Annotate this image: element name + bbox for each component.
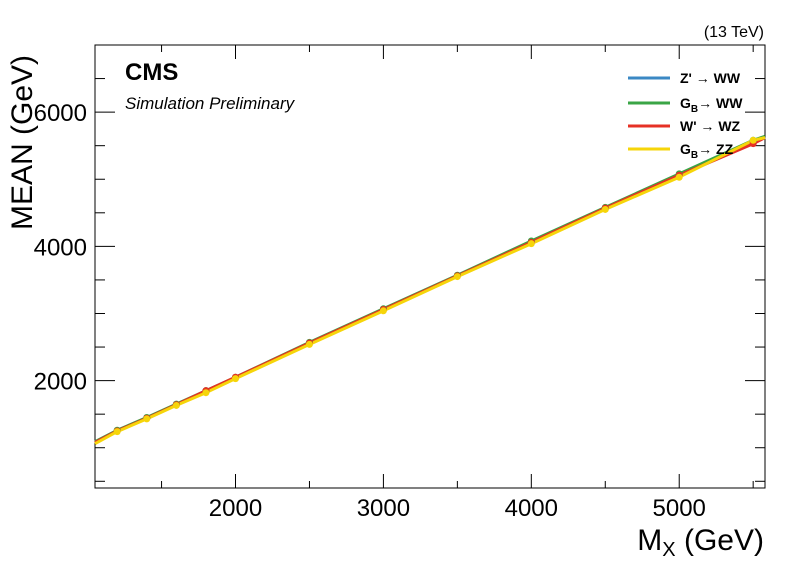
series-lines bbox=[94, 134, 766, 446]
series-points bbox=[113, 136, 757, 436]
legend-entry-2: W' → WZ bbox=[680, 118, 741, 134]
series-3-point bbox=[749, 136, 757, 144]
y-axis-title: MEAN (GeV) bbox=[6, 55, 39, 230]
series-3-point bbox=[202, 389, 210, 397]
y-tick-label: 6000 bbox=[34, 100, 87, 127]
x-tick-label: 4000 bbox=[505, 495, 558, 522]
axis-ticks bbox=[95, 44, 765, 488]
series-3-point bbox=[113, 428, 121, 436]
series-line-3 bbox=[94, 136, 766, 446]
x-axis-title-sub: X bbox=[662, 539, 675, 561]
x-axis-title-unit: (GeV) bbox=[676, 524, 764, 557]
series-3-point bbox=[601, 205, 609, 213]
legend-entry-0: Z' → WW bbox=[680, 70, 741, 86]
x-tick-label: 2000 bbox=[209, 495, 262, 522]
x-tick-label: 3000 bbox=[357, 495, 410, 522]
axis-tick-labels: 2000 3000 4000 5000 2000 4000 6000 bbox=[34, 100, 706, 522]
experiment-label: CMS bbox=[125, 59, 178, 86]
plot-frame bbox=[94, 44, 766, 489]
series-3-point bbox=[143, 415, 151, 423]
series-3-point bbox=[453, 273, 461, 281]
x-axis-title-main: M bbox=[637, 524, 662, 557]
energy-label: (13 TeV) bbox=[704, 24, 764, 41]
x-axis-title: MX (GeV) bbox=[637, 524, 764, 561]
y-tick-label: 2000 bbox=[34, 369, 87, 396]
series-3-point bbox=[675, 173, 683, 181]
x-tick-label: 5000 bbox=[653, 495, 706, 522]
legend: Z' → WW GB→ WW W' → WZ GB→ ZZ bbox=[628, 70, 743, 161]
legend-entry-1: GB→ WW bbox=[680, 95, 743, 115]
experiment-sublabel: Simulation Preliminary bbox=[125, 94, 296, 113]
series-3-point bbox=[379, 307, 387, 315]
y-tick-label: 4000 bbox=[34, 234, 87, 261]
legend-entry-3: GB→ ZZ bbox=[680, 141, 734, 161]
series-3-point bbox=[172, 401, 180, 409]
series-3-point bbox=[527, 240, 535, 248]
series-3-point bbox=[232, 375, 240, 383]
series-3-point bbox=[305, 340, 313, 348]
